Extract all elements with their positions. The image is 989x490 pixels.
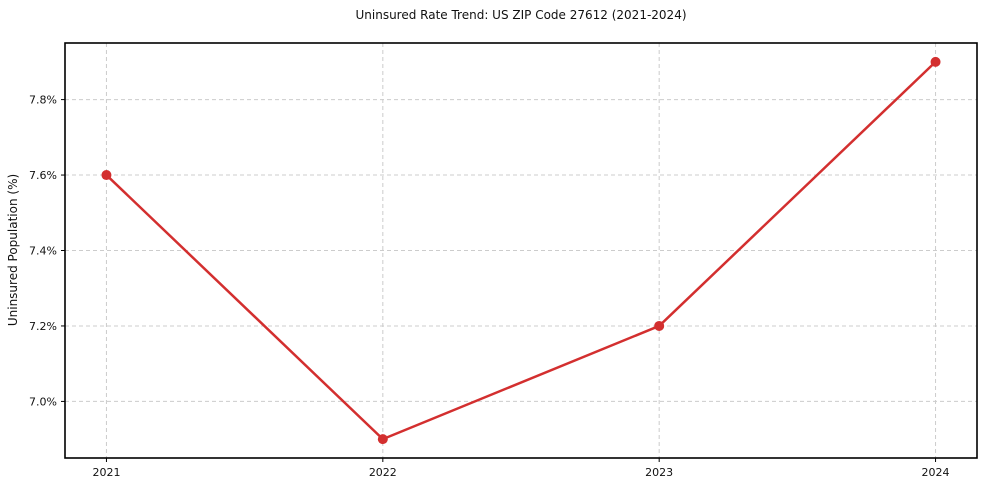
trend-line [105,60,937,441]
data-point [930,56,941,67]
y-tick-label: 7.6% [29,169,57,182]
y-tick-label: 7.4% [29,245,57,258]
x-tick-label: 2021 [92,466,120,479]
data-point [101,170,112,181]
y-tick-label: 7.2% [29,320,57,333]
x-tick-label: 2023 [645,466,673,479]
x-tick-label: 2024 [922,466,950,479]
y-tick-label: 7.8% [29,94,57,107]
data-point [377,434,388,445]
data-point [654,320,665,331]
y-tick-label: 7.0% [29,395,57,408]
x-tick-label: 2022 [369,466,397,479]
chart-title: Uninsured Rate Trend: US ZIP Code 27612 … [355,8,687,22]
